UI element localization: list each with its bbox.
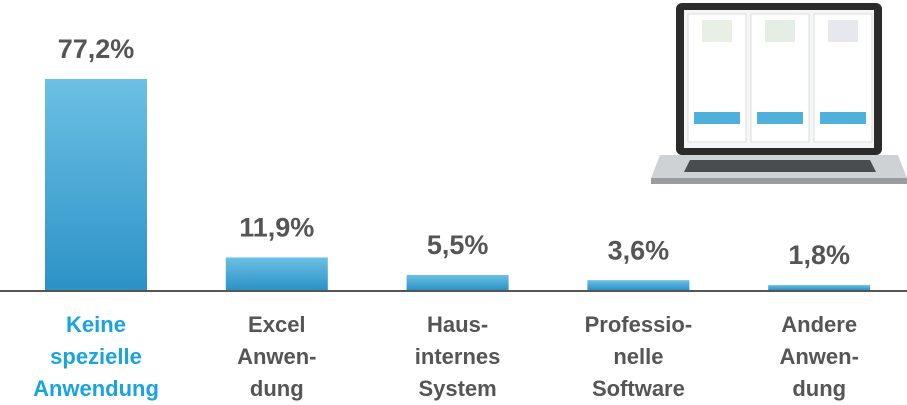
bar — [768, 285, 870, 290]
category-label: dung — [792, 376, 846, 401]
value-label: 77,2% — [58, 34, 135, 64]
value-label: 3,6% — [608, 235, 670, 265]
value-label: 1,8% — [788, 240, 850, 270]
category-label: Excel — [248, 312, 306, 337]
value-label: 11,9% — [239, 213, 314, 243]
category-label: nelle — [613, 344, 663, 369]
bar — [407, 275, 509, 290]
bar — [226, 257, 328, 290]
category-label: Anwen- — [779, 344, 858, 369]
laptop-illustration — [651, 3, 907, 184]
category-label: Anwen- — [237, 344, 316, 369]
chart: 77,2% Keine spezielle Anwendung 11,9% Excel An… — [0, 0, 907, 405]
category-label: Anwendung — [33, 376, 159, 401]
bar — [45, 79, 147, 290]
category-label: Andere — [781, 312, 857, 337]
category-label: Haus- — [427, 312, 488, 337]
category-label: Keine — [66, 312, 126, 337]
value-label: 5,5% — [427, 230, 489, 260]
category-label: dung — [250, 376, 304, 401]
category-label: Professio- — [585, 312, 693, 337]
category-label: System — [418, 376, 496, 401]
category-label: Software — [592, 376, 685, 401]
category-label: spezielle — [50, 344, 142, 369]
category-label: internes — [415, 344, 501, 369]
bar — [587, 280, 689, 290]
